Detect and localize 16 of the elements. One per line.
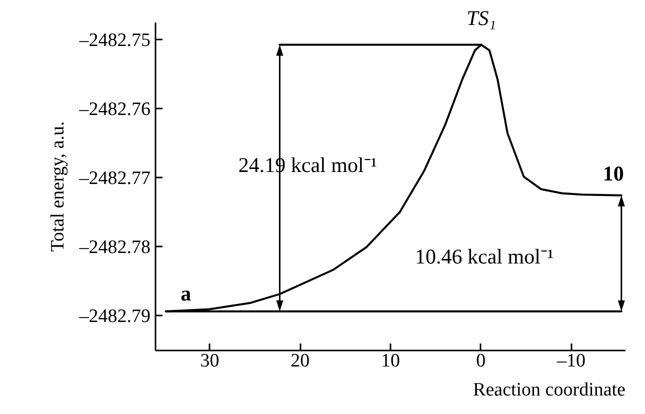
annotation: TS₁ <box>466 6 496 30</box>
annotation: 10 <box>602 161 624 186</box>
y-tick-label: –2482.77 <box>78 168 150 189</box>
x-tick-label: –10 <box>556 350 586 372</box>
x-tick-label: 10 <box>381 350 400 372</box>
x-tick-label: 0 <box>476 350 486 372</box>
x-tick-label: 20 <box>290 350 310 372</box>
y-tick-label: –2482.78 <box>78 236 150 258</box>
x-axis-title: Reaction coordinate <box>473 380 626 400</box>
y-tick-label: –2482.79 <box>78 306 150 327</box>
annotation: 10.46 kcal mol⁻¹ <box>415 244 554 268</box>
y-tick-label: –2482.76 <box>78 98 150 120</box>
y-axis-title: Total energy, a.u. <box>47 121 68 252</box>
x-tick-label: 30 <box>200 350 220 372</box>
y-tick-label: –2482.75 <box>78 30 150 51</box>
annotation: a <box>180 281 192 306</box>
